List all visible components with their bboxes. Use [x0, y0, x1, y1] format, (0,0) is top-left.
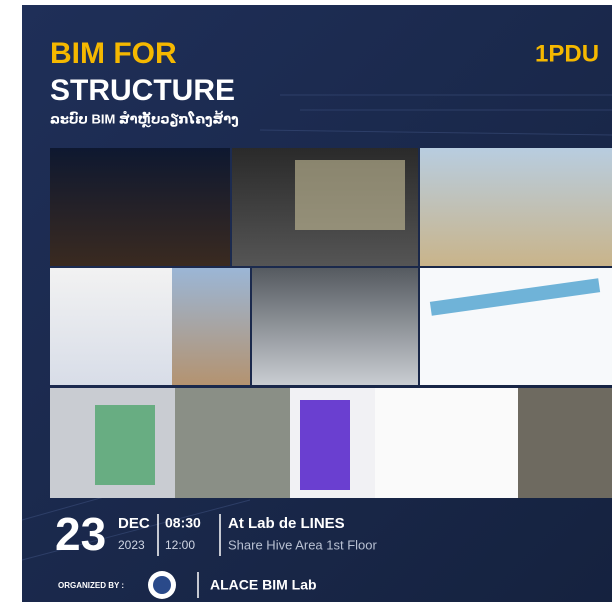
poster: BIM FOR STRUCTURE ລະບົບ BIM ສຳຫຼັບວຽກໂຄງ… [0, 0, 612, 610]
photo [50, 268, 172, 385]
location: Share Hive Area 1st Floor [228, 537, 378, 552]
model-shape [95, 405, 155, 485]
photo [50, 148, 230, 266]
organizer: ALACE BIM Lab [210, 577, 317, 593]
photo [420, 148, 612, 266]
title-line-1: BIM FOR [50, 37, 177, 70]
start-time: 08:30 [165, 515, 201, 531]
event-month: DEC [118, 515, 150, 532]
end-time: 12:00 [165, 538, 195, 552]
photo [375, 388, 518, 498]
photo [175, 388, 290, 498]
photo [252, 268, 418, 385]
event-year: 2023 [118, 538, 145, 552]
photo [172, 268, 250, 385]
page: BIM FOR STRUCTURE ລະບົບ BIM ສຳຫຼັບວຽກໂຄງ… [0, 0, 612, 610]
photo-grid [50, 148, 612, 498]
photo [518, 388, 612, 498]
logo-inner [153, 576, 171, 594]
organized-label: ORGANIZED BY : [58, 581, 124, 590]
event-day: 23 [55, 508, 106, 560]
title-line-2: STRUCTURE [50, 74, 235, 107]
model-shape [295, 160, 405, 230]
badge: 1PDU [535, 40, 599, 67]
subtitle: ລະບົບ BIM ສຳຫຼັບວຽກໂຄງສ້າງ [50, 111, 239, 127]
venue: At Lab de LINES [228, 515, 345, 532]
model-shape [300, 400, 350, 490]
